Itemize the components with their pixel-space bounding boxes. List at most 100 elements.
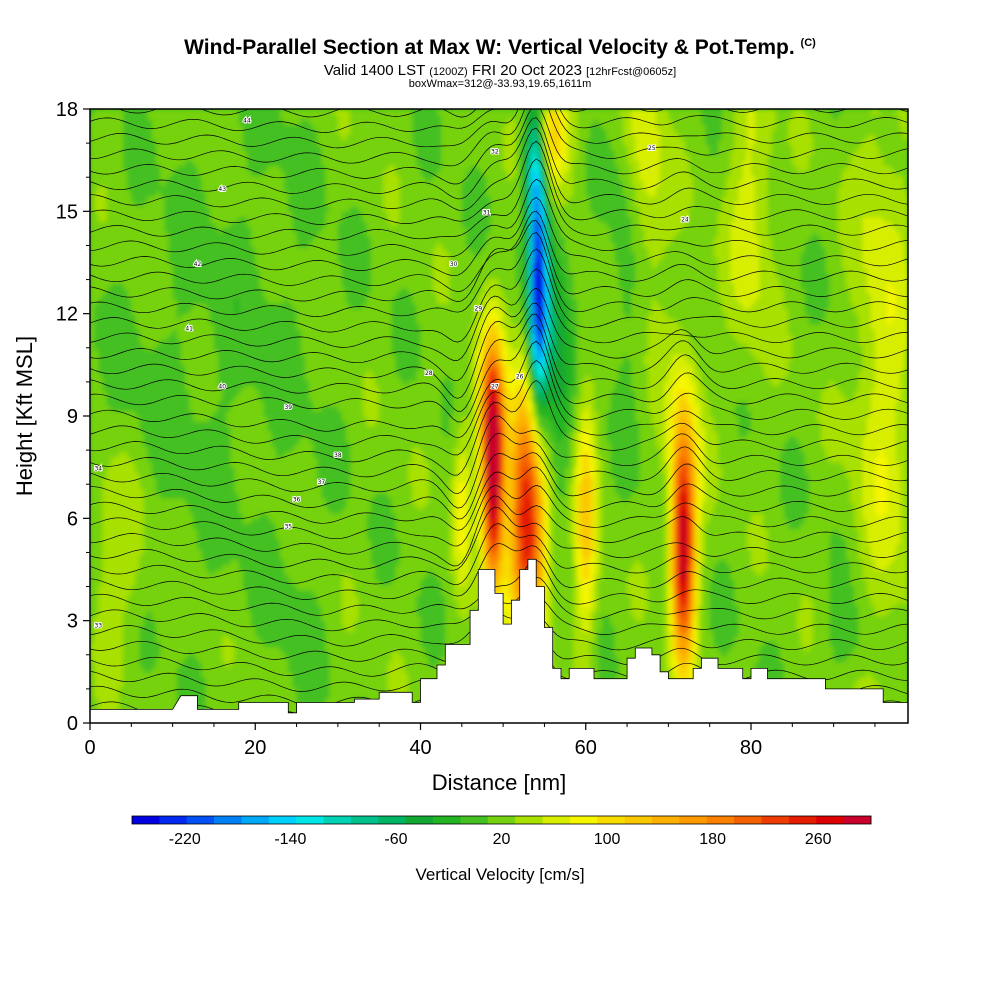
velocity-cell <box>160 344 165 351</box>
velocity-cell <box>127 554 132 560</box>
velocity-cell <box>106 697 112 704</box>
velocity-cell <box>189 441 194 448</box>
velocity-cell <box>189 139 194 146</box>
velocity-cell <box>226 426 231 432</box>
velocity-cell <box>242 226 248 233</box>
velocity-cell <box>189 323 194 330</box>
velocity-cell <box>218 201 223 207</box>
velocity-cell <box>139 344 145 351</box>
velocity-cell <box>205 451 211 458</box>
velocity-cell <box>230 160 236 166</box>
velocity-cell <box>98 211 103 217</box>
velocity-cell <box>238 318 244 325</box>
velocity-cell <box>143 492 149 499</box>
velocity-cell <box>242 487 248 494</box>
velocity-cell <box>147 247 153 253</box>
velocity-cell <box>226 456 231 463</box>
velocity-cell <box>189 574 194 581</box>
velocity-cell <box>98 308 103 315</box>
velocity-cell <box>180 467 186 473</box>
velocity-cell <box>156 518 161 524</box>
velocity-cell <box>118 666 124 673</box>
velocity-cell <box>98 671 103 678</box>
velocity-cell <box>189 651 194 658</box>
velocity-cell <box>180 554 186 560</box>
velocity-cell <box>114 344 120 351</box>
velocity-cell <box>251 610 256 617</box>
velocity-cell <box>118 303 124 310</box>
velocity-cell <box>118 625 124 632</box>
velocity-cell <box>106 702 112 709</box>
velocity-cell <box>152 247 157 253</box>
velocity-cell <box>114 359 120 366</box>
velocity-cell <box>164 416 170 422</box>
velocity-cell <box>205 190 211 197</box>
velocity-cell <box>98 349 103 356</box>
velocity-cell <box>189 487 194 494</box>
velocity-cell <box>94 288 99 294</box>
velocity-cell <box>127 160 132 166</box>
velocity-cell <box>251 288 256 294</box>
velocity-cell <box>205 134 211 141</box>
velocity-cell <box>135 114 141 120</box>
velocity-cell <box>98 385 103 391</box>
velocity-cell <box>164 109 170 115</box>
velocity-cell <box>90 303 95 310</box>
velocity-cell <box>131 513 136 519</box>
velocity-cell <box>226 569 231 576</box>
velocity-cell <box>230 375 236 381</box>
velocity-cell <box>131 472 136 478</box>
velocity-cell <box>193 283 198 289</box>
velocity-cell <box>247 405 252 412</box>
velocity-cell <box>131 421 136 427</box>
velocity-cell <box>226 283 231 289</box>
velocity-cell <box>259 354 265 361</box>
velocity-cell <box>160 697 165 704</box>
velocity-cell <box>98 272 103 279</box>
velocity-cell <box>156 677 161 683</box>
velocity-cell <box>164 329 170 335</box>
velocity-cell <box>197 697 203 704</box>
velocity-cell <box>143 221 149 228</box>
velocity-cell <box>180 390 186 397</box>
velocity-cell <box>251 334 256 340</box>
velocity-cell <box>176 533 182 540</box>
velocity-cell <box>226 155 231 161</box>
velocity-cell <box>106 385 112 391</box>
velocity-cell <box>118 257 124 264</box>
velocity-cell <box>230 344 236 351</box>
velocity-cell <box>139 334 145 340</box>
velocity-cell <box>94 242 99 248</box>
velocity-cell <box>176 144 182 151</box>
velocity-cell <box>172 579 178 586</box>
velocity-cell <box>139 114 145 120</box>
velocity-cell <box>164 538 170 545</box>
velocity-cell <box>234 416 240 422</box>
velocity-cell <box>247 508 252 514</box>
velocity-cell <box>139 666 145 673</box>
velocity-cell <box>102 196 108 202</box>
velocity-cell <box>180 518 186 524</box>
velocity-cell <box>218 109 223 115</box>
velocity-cell <box>185 334 190 340</box>
velocity-cell <box>168 242 174 248</box>
velocity-cell <box>185 221 190 228</box>
velocity-cell <box>156 283 161 289</box>
velocity-cell <box>164 190 170 197</box>
velocity-cell <box>172 559 178 565</box>
velocity-cell <box>143 472 149 478</box>
velocity-cell <box>238 416 244 422</box>
velocity-cell <box>213 487 219 494</box>
velocity-cell <box>156 451 161 458</box>
velocity-cell <box>259 364 265 371</box>
velocity-cell <box>247 620 252 627</box>
velocity-cell <box>131 559 136 565</box>
velocity-cell <box>255 277 260 284</box>
velocity-cell <box>234 579 240 586</box>
velocity-cell <box>127 211 132 217</box>
velocity-cell <box>118 354 124 361</box>
velocity-cell <box>172 503 178 509</box>
velocity-cell <box>185 160 190 166</box>
velocity-cell <box>172 605 178 611</box>
velocity-cell <box>180 293 186 299</box>
